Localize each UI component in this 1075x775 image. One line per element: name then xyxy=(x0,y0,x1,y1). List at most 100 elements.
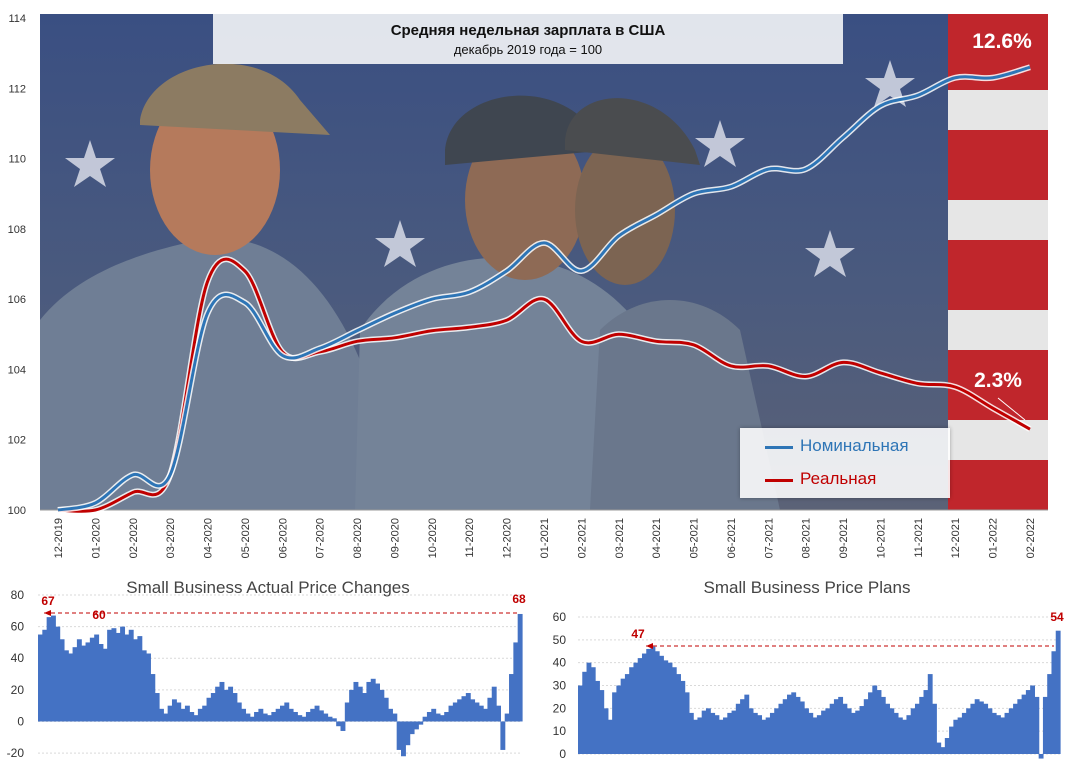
bar xyxy=(671,667,677,754)
x-tick-label: 10-2020 xyxy=(427,518,439,558)
x-axis: 12-2019 01-2020 02-2020 03-2020 04-2020 05-20… xyxy=(53,518,1037,558)
bar xyxy=(444,711,450,722)
bar xyxy=(825,708,831,754)
y-tick-label: 102 xyxy=(8,435,26,447)
bar xyxy=(829,703,835,754)
y-tick-label: 110 xyxy=(8,154,26,166)
bar xyxy=(646,648,652,754)
bar xyxy=(795,696,801,754)
bar xyxy=(983,703,989,754)
bar xyxy=(418,721,424,725)
bar xyxy=(961,712,967,754)
y-tick-label: 20 xyxy=(11,683,25,697)
bar xyxy=(850,712,856,754)
bar xyxy=(603,708,609,754)
bar xyxy=(996,715,1001,754)
bar xyxy=(705,708,711,754)
price-plans-title: Small Business Price Plans xyxy=(704,578,911,597)
bar xyxy=(654,651,660,754)
bar xyxy=(297,715,303,722)
bar xyxy=(752,712,758,754)
bar xyxy=(435,713,441,722)
bar xyxy=(1034,696,1040,754)
y-tick-label: 0 xyxy=(559,747,566,761)
bar xyxy=(693,719,699,754)
bar xyxy=(949,726,954,754)
bar xyxy=(215,686,221,722)
bar xyxy=(821,710,826,754)
y-tick-label: 114 xyxy=(8,13,26,25)
bar xyxy=(275,708,281,722)
x-tick-label: 03-2021 xyxy=(614,518,626,558)
x-tick-label: 08-2020 xyxy=(352,518,364,558)
bar xyxy=(513,642,519,722)
bar xyxy=(633,662,639,754)
bar xyxy=(448,705,454,722)
bar xyxy=(42,629,48,722)
bar xyxy=(102,648,108,722)
bar xyxy=(232,693,238,722)
chart-title-box: Средняя недельная зарплата в США декабрь… xyxy=(213,14,843,64)
bar xyxy=(396,721,402,750)
y-tick-label: 60 xyxy=(553,610,567,624)
bar xyxy=(919,696,925,754)
bar xyxy=(258,708,264,722)
flag-white-stripe xyxy=(948,200,1048,240)
bar xyxy=(799,701,805,754)
bar xyxy=(388,708,393,722)
bar xyxy=(292,711,298,722)
bar xyxy=(1025,690,1031,754)
bars xyxy=(578,630,1061,759)
bar xyxy=(107,629,113,722)
bar xyxy=(180,708,186,722)
bar xyxy=(271,711,277,722)
x-tick-label: 07-2020 xyxy=(315,518,327,558)
bar xyxy=(1017,699,1023,754)
bar xyxy=(897,717,903,754)
x-tick-label: 01-2022 xyxy=(988,518,1000,558)
bar xyxy=(305,711,311,722)
x-tick-label: 03-2020 xyxy=(165,518,177,558)
series-lines xyxy=(57,64,1032,515)
bar xyxy=(1038,754,1044,759)
bar xyxy=(1008,708,1014,754)
bar xyxy=(880,696,886,754)
bar xyxy=(163,713,169,722)
bar xyxy=(327,716,333,722)
real-change-label: 2.3% xyxy=(974,369,1022,392)
y-tick-label: 40 xyxy=(553,656,567,670)
reference-arrow xyxy=(646,643,653,649)
bar xyxy=(366,681,372,722)
bar xyxy=(72,647,78,722)
bar xyxy=(405,721,411,746)
x-tick-label: 09-2021 xyxy=(838,518,850,558)
bar xyxy=(470,699,476,722)
bar xyxy=(846,708,852,754)
bar xyxy=(349,689,355,722)
bar xyxy=(586,662,592,754)
flag-white-stripe xyxy=(948,310,1048,350)
bar xyxy=(740,699,745,754)
bar xyxy=(710,712,716,754)
x-tick-label: 02-2022 xyxy=(1025,518,1037,558)
bar xyxy=(219,681,225,722)
legend-label-nominal: Номинальная xyxy=(800,436,909,455)
bar xyxy=(197,708,203,722)
bar xyxy=(159,708,164,722)
bar xyxy=(624,674,630,754)
bar xyxy=(974,699,980,754)
bar xyxy=(496,705,501,722)
bar xyxy=(491,686,497,722)
bar xyxy=(889,708,895,754)
chart-title: Средняя недельная зарплата в США xyxy=(390,22,666,39)
bar xyxy=(452,702,458,722)
series-line-nominal xyxy=(57,65,1031,512)
x-tick-label: 10-2021 xyxy=(875,518,887,558)
actual-price-changes-panel: Small Business Actual Price Changes 80 60… xyxy=(0,570,537,770)
bar xyxy=(301,716,307,722)
bar xyxy=(914,703,920,754)
bar xyxy=(808,712,814,754)
bar xyxy=(1013,703,1018,754)
bar xyxy=(81,645,87,722)
bar xyxy=(684,692,690,754)
